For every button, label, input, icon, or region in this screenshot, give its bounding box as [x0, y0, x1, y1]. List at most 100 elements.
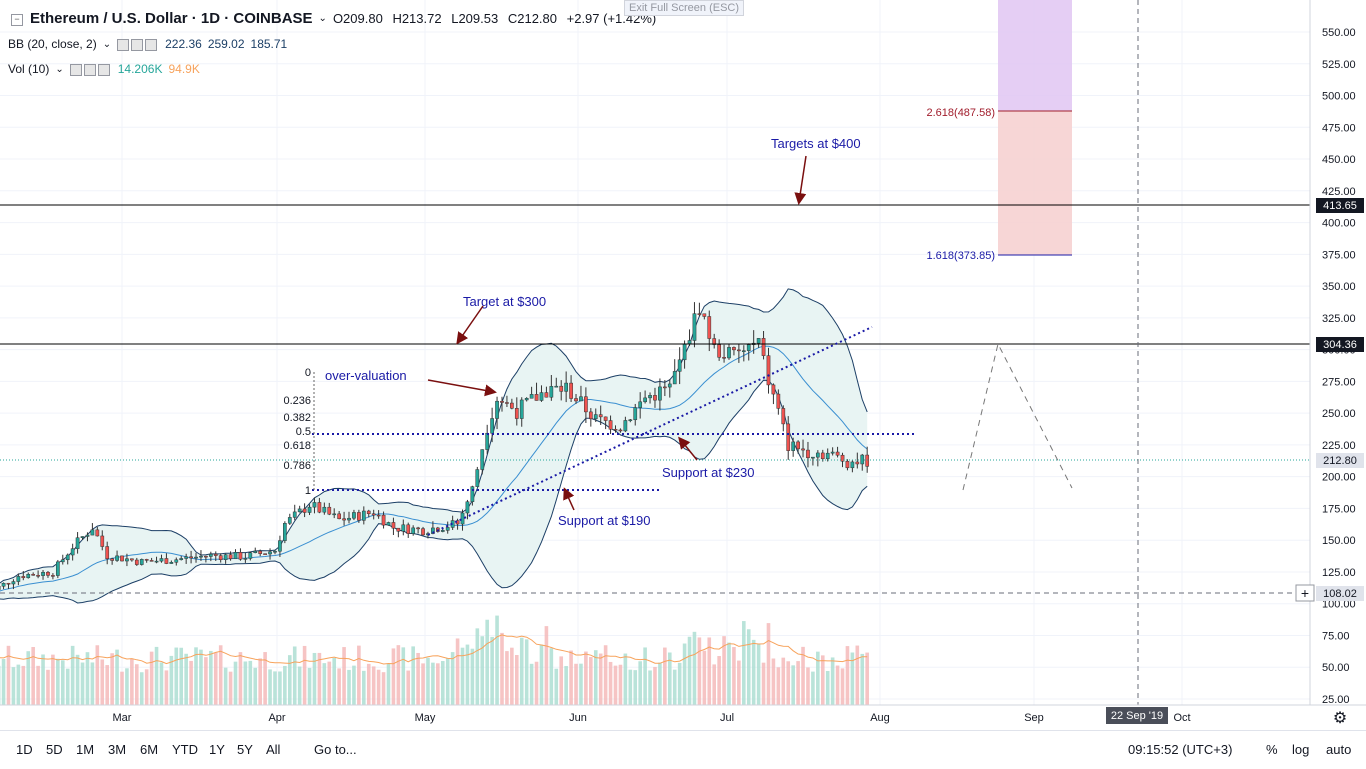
bb-eye-icon[interactable]	[117, 39, 129, 51]
volume-bar	[791, 665, 795, 705]
volume-bar	[466, 645, 470, 705]
volume-bar	[619, 665, 623, 705]
volume-bar	[505, 651, 509, 705]
vol-indicator-row: Vol (10) ⌄ 14.206K 94.9K	[8, 62, 200, 76]
volume-bar	[224, 668, 228, 705]
volume-bar	[515, 655, 519, 705]
volume-bar	[436, 663, 440, 705]
volume-bar	[836, 666, 840, 705]
volume-bar	[209, 651, 213, 705]
volume-bar	[703, 651, 707, 705]
volume-bar	[105, 665, 109, 705]
volume-bar	[638, 661, 642, 705]
volume-bar	[367, 664, 371, 705]
timeframe-5d[interactable]: 5D	[46, 742, 63, 757]
time-label-apr: Apr	[268, 712, 285, 724]
time-label-sep: Sep	[1024, 712, 1044, 724]
bb-label[interactable]: BB (20, close, 2)	[8, 37, 97, 51]
candle	[140, 559, 143, 566]
price-tick-label: 450.00	[1322, 154, 1356, 166]
volume-bar	[569, 651, 573, 705]
volume-bar	[476, 628, 480, 705]
close-value: C212.80	[508, 11, 557, 26]
marker-cursor-text: 108.02	[1323, 588, 1357, 600]
timeframe-1y[interactable]: 1Y	[209, 742, 225, 757]
candle	[397, 528, 400, 537]
volume-bar	[490, 637, 494, 705]
vol-dropdown-icon[interactable]: ⌄	[55, 64, 63, 75]
timeframe-all[interactable]: All	[266, 742, 280, 757]
targets-400-text: Targets at $400	[771, 136, 861, 151]
bottom-toolbar: 1D 5D 1M 3M 6M YTD 1Y 5Y All Go to... 09…	[0, 730, 1366, 769]
volume-bar	[61, 660, 65, 705]
volume-bar	[594, 650, 598, 705]
volume-bar	[397, 645, 401, 705]
price-chart[interactable]: 2.618(487.58) 1.618(373.85) 0 0.236 0.38…	[0, 0, 1366, 730]
price-tick-label: 325.00	[1322, 313, 1356, 325]
timeframe-1m[interactable]: 1M	[76, 742, 94, 757]
volume-bar	[155, 647, 159, 705]
vol-label[interactable]: Vol (10)	[8, 62, 49, 76]
candle	[486, 425, 489, 454]
volume-bar	[332, 658, 336, 705]
candle	[288, 514, 291, 525]
volume-bar	[767, 623, 771, 705]
bb-settings-icon[interactable]	[131, 39, 143, 51]
volume-bar	[179, 648, 183, 705]
volume-bar	[165, 670, 169, 705]
volume-bar	[170, 656, 174, 705]
volume-bar	[633, 670, 637, 705]
collapse-icon[interactable]: −	[11, 14, 23, 26]
candle	[476, 467, 479, 487]
symbol-title[interactable]: Ethereum / U.S. Dollar · 1D · COINBASE	[30, 10, 313, 27]
timeframe-ytd[interactable]: YTD	[172, 742, 198, 757]
fib-level-0618: 0.618	[283, 440, 311, 452]
volume-bar	[500, 633, 504, 705]
goto-button[interactable]: Go to...	[314, 742, 357, 757]
timeframe-6m[interactable]: 6M	[140, 742, 158, 757]
crosshair-plus-icon[interactable]: +	[1301, 585, 1309, 601]
volume-bar	[762, 663, 766, 705]
candle	[234, 549, 237, 559]
volume-bar	[717, 656, 721, 705]
volume-bar	[372, 666, 376, 705]
volume-bar	[678, 663, 682, 705]
volume-bar	[777, 667, 781, 705]
volume-bar	[604, 645, 608, 705]
marker-304-text: 304.36	[1323, 339, 1357, 351]
vol-eye-icon[interactable]	[70, 64, 82, 76]
vol-settings-icon[interactable]	[84, 64, 96, 76]
candle	[693, 302, 696, 347]
volume-bar	[318, 653, 322, 705]
volume-bar	[100, 659, 104, 705]
fib-level-0382: 0.382	[283, 412, 311, 424]
percent-toggle[interactable]: %	[1266, 742, 1278, 757]
volume-bar	[416, 653, 420, 705]
candle	[120, 556, 123, 562]
timeframe-5y[interactable]: 5Y	[237, 742, 253, 757]
bb-remove-icon[interactable]	[145, 39, 157, 51]
price-tick-label: 175.00	[1322, 503, 1356, 515]
volume-bar	[125, 668, 129, 705]
volume-bar	[401, 647, 405, 705]
vol-remove-icon[interactable]	[98, 64, 110, 76]
bb-dropdown-icon[interactable]: ⌄	[103, 39, 111, 50]
price-tick-label: 50.00	[1322, 662, 1350, 674]
settings-gear-icon[interactable]: ⚙	[1333, 710, 1347, 727]
volume-bar	[71, 646, 75, 705]
volume-bar	[550, 648, 554, 705]
candle	[782, 405, 785, 431]
time-label-jul: Jul	[720, 712, 734, 724]
candle	[698, 303, 701, 316]
volume-bar	[150, 652, 154, 705]
timeframe-3m[interactable]: 3M	[108, 742, 126, 757]
candle	[293, 505, 296, 521]
log-toggle[interactable]: log	[1292, 742, 1309, 757]
price-tick-label: 125.00	[1322, 567, 1356, 579]
timeframe-1d[interactable]: 1D	[16, 742, 33, 757]
volume-bar	[693, 632, 697, 705]
bollinger-band-fill	[0, 289, 867, 603]
dropdown-icon[interactable]: ⌄	[319, 13, 327, 24]
exit-fullscreen-button[interactable]: Exit Full Screen (ESC)	[624, 0, 744, 16]
auto-toggle[interactable]: auto	[1326, 742, 1351, 757]
